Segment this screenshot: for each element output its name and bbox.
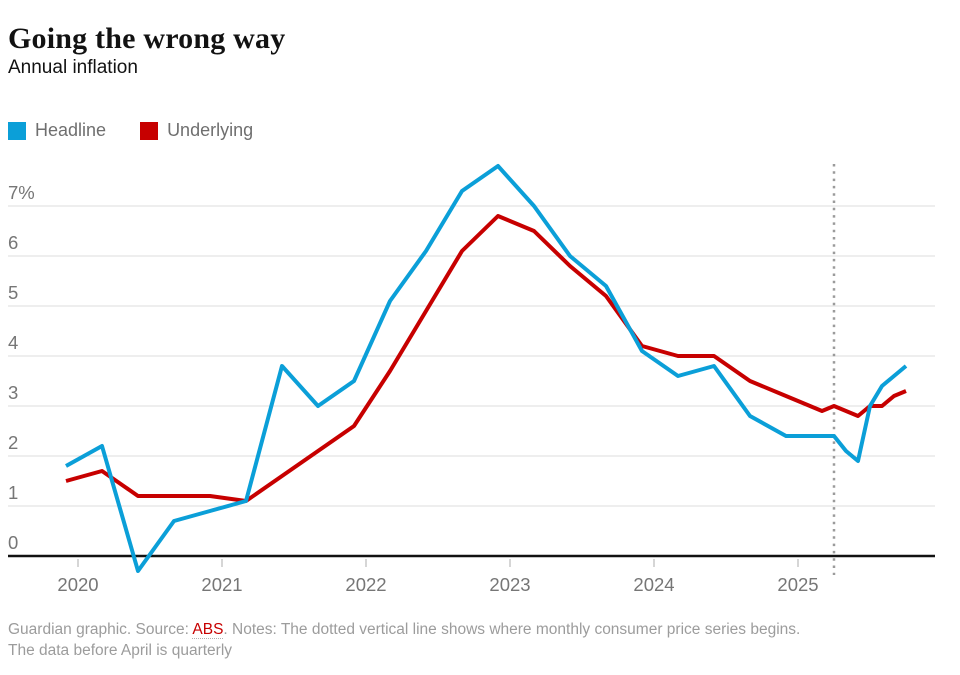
x-axis-label-2020: 2020 [57, 574, 98, 595]
underlying-swatch [140, 121, 159, 140]
x-axis-label-2021: 2021 [201, 574, 242, 595]
y-axis-label-0: 0 [8, 532, 18, 553]
y-axis-label-5: 5 [8, 282, 18, 303]
legend: Headline Underlying [8, 120, 253, 141]
headline-line [65, 164, 908, 573]
footer-notes: . Notes: The dotted vertical line shows … [223, 621, 801, 638]
page-title: Going the wrong way [8, 22, 286, 56]
y-axis-label-1: 1 [8, 482, 18, 503]
underlying-line [65, 214, 907, 503]
x-axis-label-2023: 2023 [489, 574, 530, 595]
source-link-abs[interactable]: ABS [192, 621, 224, 639]
y-axis-label-3: 3 [8, 382, 18, 403]
y-axis-label-2: 2 [8, 432, 18, 453]
footer-credit: Guardian graphic. Source: [8, 621, 193, 638]
x-axis-label-2022: 2022 [345, 574, 386, 595]
x-axis-label-2024: 2024 [633, 574, 674, 595]
footer-notes-line2: The data before April is quarterly [8, 642, 233, 659]
chart-svg: 7% 6 5 4 3 2 1 0 2020 2021 2022 2023 2024 2025 [8, 164, 935, 595]
y-axis-label-7: 7% [8, 182, 35, 203]
legend-item-underlying: Underlying [140, 120, 253, 141]
inflation-chart: 7% 6 5 4 3 2 1 0 2020 2021 2022 2023 2024 2025 [0, 150, 960, 616]
legend-label-underlying: Underlying [167, 120, 254, 140]
x-axis-label-2025: 2025 [777, 574, 818, 595]
legend-item-headline: Headline [8, 120, 106, 141]
y-axis-label-4: 4 [8, 332, 18, 353]
legend-label-headline: Headline [35, 120, 107, 140]
chart-footer: Guardian graphic. Source: ABS. Notes: Th… [8, 619, 952, 661]
headline-swatch [8, 121, 26, 140]
y-axis-label-6: 6 [8, 232, 18, 253]
chart-subtitle: Annual inflation [8, 57, 138, 78]
